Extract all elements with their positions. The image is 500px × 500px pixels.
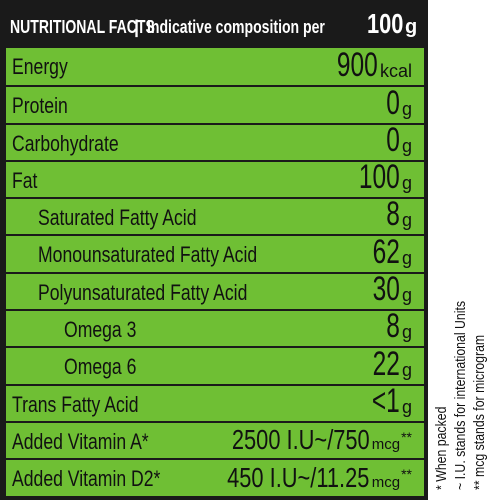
footnote-mark: **	[401, 466, 412, 483]
value-unit: g	[401, 173, 412, 194]
value-unit: g	[401, 285, 412, 306]
value-unit: g	[401, 396, 412, 417]
value-unit: mcg	[371, 473, 401, 491]
row-monounsaturated-fatty-acid: Monounsaturated Fatty Acid 62 g	[6, 232, 424, 272]
nutrient-label: Polyunsaturated Fatty Acid	[38, 279, 248, 305]
nutrient-label: Trans Fatty Acid	[12, 391, 139, 417]
header-separator: |	[134, 17, 140, 37]
value-unit: g	[401, 322, 412, 343]
nutrient-label: Added Vitamin D2*	[12, 466, 161, 492]
row-trans-fatty-acid: Trans Fatty Acid <1 g	[6, 381, 424, 421]
header-quantity: 100	[367, 8, 404, 39]
row-polyunsaturated-fatty-acid: Polyunsaturated Fatty Acid 30 g	[6, 270, 424, 310]
footnote-mark: **	[401, 428, 412, 445]
nutrient-value: 30 g	[362, 270, 412, 309]
value-number: 22	[372, 344, 400, 383]
nutrient-label: Protein	[12, 93, 68, 119]
footnote-iu: ~ I.U. stands for international Units	[452, 300, 469, 490]
value-unit: g	[401, 359, 412, 380]
nutrient-value: 100 g	[343, 158, 412, 197]
nutrient-value: 62 g	[362, 232, 412, 271]
nutrient-label: Saturated Fatty Acid	[38, 205, 197, 231]
row-fat: Fat 100 g	[6, 158, 424, 198]
value-number: 30	[372, 270, 400, 309]
nutrient-value: 22 g	[362, 344, 412, 383]
value-unit: mcg	[371, 436, 401, 454]
row-energy: Energy 900 kcal	[6, 48, 424, 86]
row-vitamin-d2: Added Vitamin D2* 450 I.U~/11.25 mcg **	[6, 458, 424, 496]
value-unit: kcal	[379, 61, 412, 82]
nutrient-label: Carbohydrate	[12, 130, 119, 156]
nutrient-label: Added Vitamin A*	[12, 428, 149, 454]
nutrient-label: Omega 3	[64, 317, 137, 343]
value-unit: g	[401, 247, 412, 268]
value-number: 0	[386, 83, 400, 122]
row-vitamin-a: Added Vitamin A* 2500 I.U~/750 mcg **	[6, 420, 424, 459]
value-number: 62	[372, 232, 400, 271]
value-number: 900	[337, 46, 378, 85]
value-number: <1	[372, 381, 400, 420]
footnotes: * When packed ~ I.U. stands for internat…	[432, 230, 496, 490]
row-omega-6: Omega 6 22 g	[6, 344, 424, 384]
nutrient-label: Energy	[12, 54, 68, 79]
nutrient-value: 2500 I.U~/750 mcg **	[193, 423, 412, 458]
nutrient-label: Fat	[12, 167, 38, 193]
nutrition-facts-panel: NUTRITIONAL FACTS | Indicative compositi…	[0, 0, 428, 500]
nutrient-label: Omega 6	[64, 354, 137, 380]
value-number: 0	[386, 120, 400, 159]
value-number: 2500 I.U~/750	[231, 424, 370, 456]
nutrient-value: 450 I.U~/11.25 mcg **	[187, 460, 412, 495]
value-unit: g	[401, 135, 412, 156]
value-unit: g	[401, 210, 412, 231]
nutrient-value: <1 g	[361, 381, 412, 421]
value-number: 8	[386, 195, 400, 234]
footnote-when-packed: * When packed	[433, 406, 450, 490]
nutrient-value: 900 kcal	[321, 48, 412, 85]
value-unit: g	[401, 98, 412, 119]
value-number: 100	[359, 158, 400, 197]
table-header: NUTRITIONAL FACTS | Indicative compositi…	[10, 8, 424, 44]
value-number: 8	[386, 307, 400, 346]
value-number: 450 I.U~/11.25	[227, 461, 370, 493]
header-unit: g	[405, 16, 418, 38]
header-description: Indicative composition per	[147, 17, 325, 37]
nutrient-label: Monounsaturated Fatty Acid	[38, 242, 258, 268]
header-title: NUTRITIONAL FACTS	[10, 17, 155, 37]
footnote-mcg: ** mcg stands for microgram	[471, 334, 488, 490]
